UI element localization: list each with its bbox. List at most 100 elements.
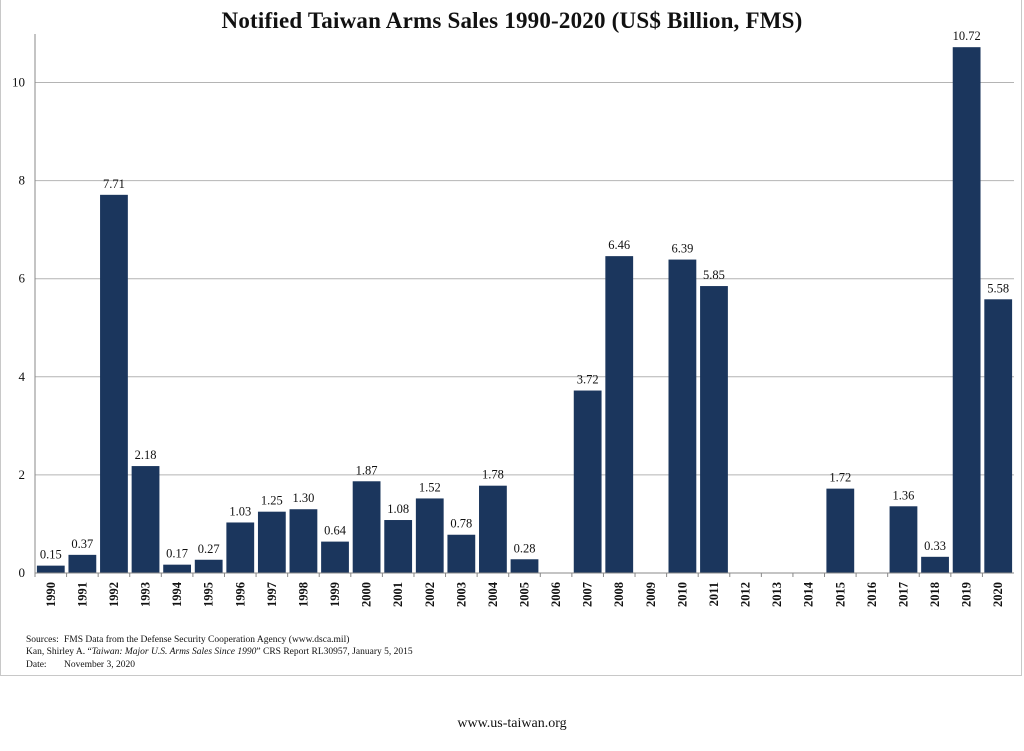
bar [510,559,539,573]
x-tick-label: 1990 [44,582,58,607]
data-label: 0.28 [514,541,536,555]
gridlines [35,82,1014,476]
data-label: 1.30 [292,491,314,505]
data-label: 0.37 [71,537,93,551]
x-tick-label: 1994 [170,581,184,607]
x-tick-label: 2005 [518,582,532,607]
x-tick-label: 1999 [328,582,342,607]
bar [68,554,97,573]
bar [194,559,223,573]
x-tick-label: 2006 [549,582,563,607]
bars [36,47,1013,573]
bar [447,534,476,573]
x-tick-label: 2001 [391,582,405,607]
x-tick-label: 2004 [486,581,500,607]
data-label: 5.58 [987,281,1009,295]
date-value: November 3, 2020 [64,660,135,670]
x-tick-label: 2018 [928,582,942,607]
x-tick-label: 2003 [454,582,468,607]
chart-frame [0,0,1022,676]
bar [668,259,697,573]
date-label: Date: [26,660,47,670]
bar [100,194,128,573]
bar [352,481,381,573]
data-label: 0.15 [40,548,62,562]
data-label: 1.87 [356,463,378,477]
data-label: 1.52 [419,480,441,494]
data-label: 1.36 [893,488,915,502]
data-label: 0.64 [324,524,347,538]
data-label: 7.71 [103,177,125,191]
bar [952,47,981,573]
bar [226,522,255,573]
bar [289,509,318,573]
data-label: 6.46 [608,238,630,252]
bar [131,466,160,573]
data-label: 1.72 [829,471,851,485]
data-label: 6.39 [671,242,693,256]
x-tick-label: 2000 [360,582,374,607]
data-label: 3.72 [577,373,599,387]
source-2-rest: ” CRS Report RL30957, January 5, 2015 [256,647,413,657]
x-tick-label: 2020 [991,582,1005,607]
bar [36,565,65,573]
x-tick-label: 2016 [865,582,879,607]
data-label: 10.72 [953,29,981,43]
bar [163,564,192,573]
data-label: 2.18 [135,448,157,462]
labels: 0 2 4 6 8 10 0.15 1990 0.37 1991 7.71 1992 2.18 1993 0… [12,29,1009,607]
x-tick-label: 1998 [296,582,310,607]
data-label: 1.78 [482,468,504,482]
data-label: 0.17 [166,547,188,561]
sources-label: Sources: [26,635,59,645]
x-tick-label: 2007 [581,582,595,607]
y-tick-label: 2 [19,467,26,482]
x-tick-label: 2013 [770,582,784,607]
bar [257,511,286,573]
bar [826,488,855,573]
x-tick-label: 1997 [265,582,279,607]
data-label: 1.03 [229,504,251,518]
x-tick-label: 2015 [833,582,847,607]
bar [384,520,413,573]
sources-note: Sources: FMS Data from the Defense Securi… [26,634,349,646]
source-2-author: Kan, Shirley A. “ [26,647,92,657]
bar [415,498,444,573]
bar [573,390,602,573]
y-tick-label: 6 [19,271,26,286]
data-label: 1.08 [387,502,409,516]
source-2-title: Taiwan: Major U.S. Arms Sales Since 1990 [91,647,257,657]
x-tick-label: 2010 [675,582,689,607]
bar [889,506,918,573]
data-label: 1.25 [261,494,283,508]
x-tick-label: 2009 [644,582,658,607]
bar [921,556,949,573]
y-tick-label: 4 [19,369,26,384]
x-tick-label: 2019 [960,582,974,607]
x-tick-label: 2011 [707,582,721,606]
y-tick-label: 8 [19,173,26,188]
x-tick-label: 2012 [739,582,753,607]
x-tick-label: 1992 [107,582,121,607]
chart-title: Notified Taiwan Arms Sales 1990-2020 (US… [221,8,803,33]
x-tick-label: 2008 [612,582,626,607]
x-tick-label: 1991 [75,582,89,607]
bar [479,485,507,573]
data-label: 0.27 [198,542,220,556]
x-tick-label: 2014 [802,581,816,607]
date-note: Date: November 3, 2020 [26,659,135,671]
y-tick-label: 10 [12,75,25,90]
bar-chart: 0 2 4 6 8 10 0.15 1990 0.37 1991 7.71 1992 2.18 1993 0… [12,29,1014,607]
data-label: 0.78 [450,517,472,531]
source-1: FMS Data from the Defense Security Coope… [64,635,350,645]
x-tick-label: 2017 [896,582,910,607]
x-tick-label: 2002 [423,582,437,607]
footer-url: www.us-taiwan.org [457,716,567,731]
y-tick-label: 0 [19,565,26,580]
bar [605,256,634,573]
bar [321,541,349,573]
source-2: Kan, Shirley A. “Taiwan: Major U.S. Arms… [26,646,413,658]
x-tick-label: 1995 [202,582,216,607]
data-label: 0.33 [924,539,946,553]
bar [700,286,728,573]
